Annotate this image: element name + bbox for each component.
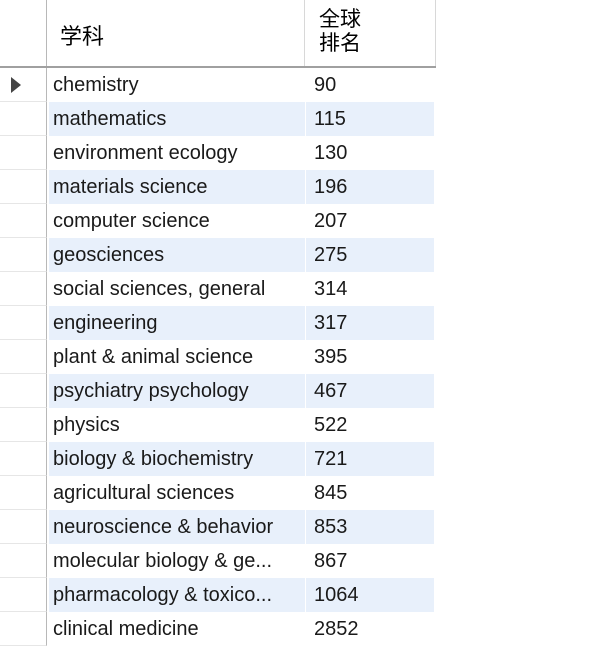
column-header-rank-label: 全球排名 xyxy=(319,7,361,55)
cell-subject[interactable]: pharmacology & toxico... xyxy=(49,578,305,612)
table-row[interactable]: psychiatry psychology 467 xyxy=(0,374,436,408)
row-selector[interactable] xyxy=(0,476,47,510)
cell-rank[interactable]: 275 xyxy=(305,238,434,272)
header-row-selector[interactable] xyxy=(0,0,47,66)
cell-subject[interactable]: materials science xyxy=(49,170,305,204)
table-row[interactable]: molecular biology & ge... 867 xyxy=(0,544,436,578)
table-row[interactable]: physics 522 xyxy=(0,408,436,442)
column-header-rank[interactable]: 全球排名 xyxy=(305,0,436,66)
table-row[interactable]: clinical medicine 2852 xyxy=(0,612,436,646)
table-row[interactable]: computer science 207 xyxy=(0,204,436,238)
cell-subject[interactable]: plant & animal science xyxy=(53,346,254,368)
cell-rank[interactable]: 196 xyxy=(305,170,434,204)
cell-subject[interactable]: neuroscience & behavior xyxy=(49,510,305,544)
cell-rank[interactable]: 115 xyxy=(305,102,434,136)
grid-header: 学科 全球排名 xyxy=(0,0,436,68)
row-pointer-caret-icon xyxy=(11,77,21,93)
table-row[interactable]: biology & biochemistry 721 xyxy=(0,442,436,476)
cell-rank[interactable]: 721 xyxy=(305,442,434,476)
table-row[interactable]: engineering 317 xyxy=(0,306,436,340)
cell-subject[interactable]: biology & biochemistry xyxy=(49,442,305,476)
table-row[interactable]: plant & animal science 395 xyxy=(0,340,436,374)
table-row[interactable]: materials science 196 xyxy=(0,170,436,204)
row-selector[interactable] xyxy=(0,238,47,272)
cell-rank[interactable]: 467 xyxy=(305,374,434,408)
row-selector[interactable] xyxy=(0,374,47,408)
row-selector[interactable] xyxy=(0,340,47,374)
row-selector[interactable] xyxy=(0,510,47,544)
table-row[interactable]: environment ecology 130 xyxy=(0,136,436,170)
cell-subject[interactable]: computer science xyxy=(53,210,210,232)
row-selector[interactable] xyxy=(0,68,47,102)
row-selector[interactable] xyxy=(0,204,47,238)
cell-subject[interactable]: physics xyxy=(53,414,120,436)
row-selector[interactable] xyxy=(0,272,47,306)
row-selector[interactable] xyxy=(0,136,47,170)
cell-subject[interactable]: chemistry xyxy=(53,74,139,96)
row-selector[interactable] xyxy=(0,408,47,442)
cell-subject[interactable]: agricultural sciences xyxy=(53,482,235,504)
cell-subject[interactable]: mathematics xyxy=(49,102,305,136)
row-selector[interactable] xyxy=(0,306,47,340)
results-grid: 学科 全球排名 chemistry 90 mathematics 115 environ… xyxy=(0,0,436,646)
row-selector[interactable] xyxy=(0,102,47,136)
column-header-subject-label: 学科 xyxy=(60,25,105,50)
row-selector[interactable] xyxy=(0,170,47,204)
cell-rank[interactable]: 395 xyxy=(305,340,434,374)
cell-rank[interactable]: 314 xyxy=(305,272,434,306)
row-selector[interactable] xyxy=(0,578,47,612)
grid-body: chemistry 90 mathematics 115 environment eco… xyxy=(0,68,436,646)
table-row[interactable]: agricultural sciences 845 xyxy=(0,476,436,510)
row-selector[interactable] xyxy=(0,544,47,578)
row-selector[interactable] xyxy=(0,442,47,476)
cell-subject[interactable]: psychiatry psychology xyxy=(49,374,305,408)
cell-rank[interactable]: 90 xyxy=(305,68,434,102)
column-header-subject[interactable]: 学科 xyxy=(47,0,305,66)
cell-subject[interactable]: geosciences xyxy=(49,238,305,272)
cell-subject[interactable]: social sciences, general xyxy=(53,278,266,300)
table-row[interactable]: pharmacology & toxico... 1064 xyxy=(0,578,436,612)
cell-subject[interactable]: environment ecology xyxy=(53,142,238,164)
cell-rank[interactable]: 317 xyxy=(305,306,434,340)
cell-rank[interactable]: 1064 xyxy=(305,578,434,612)
cell-rank[interactable]: 130 xyxy=(305,136,434,170)
cell-rank[interactable]: 845 xyxy=(305,476,434,510)
cell-rank[interactable]: 853 xyxy=(305,510,434,544)
cell-rank[interactable]: 207 xyxy=(305,204,434,238)
table-row[interactable]: geosciences 275 xyxy=(0,238,436,272)
row-selector[interactable] xyxy=(0,612,47,646)
cell-subject[interactable]: clinical medicine xyxy=(53,618,199,640)
table-row[interactable]: mathematics 115 xyxy=(0,102,436,136)
table-row[interactable]: neuroscience & behavior 853 xyxy=(0,510,436,544)
cell-subject[interactable]: molecular biology & ge... xyxy=(53,550,273,572)
cell-rank[interactable]: 867 xyxy=(305,544,434,578)
cell-rank[interactable]: 522 xyxy=(305,408,434,442)
cell-subject[interactable]: engineering xyxy=(49,306,305,340)
table-row[interactable]: chemistry 90 xyxy=(0,68,436,102)
cell-rank[interactable]: 2852 xyxy=(305,612,434,646)
table-row[interactable]: social sciences, general 314 xyxy=(0,272,436,306)
